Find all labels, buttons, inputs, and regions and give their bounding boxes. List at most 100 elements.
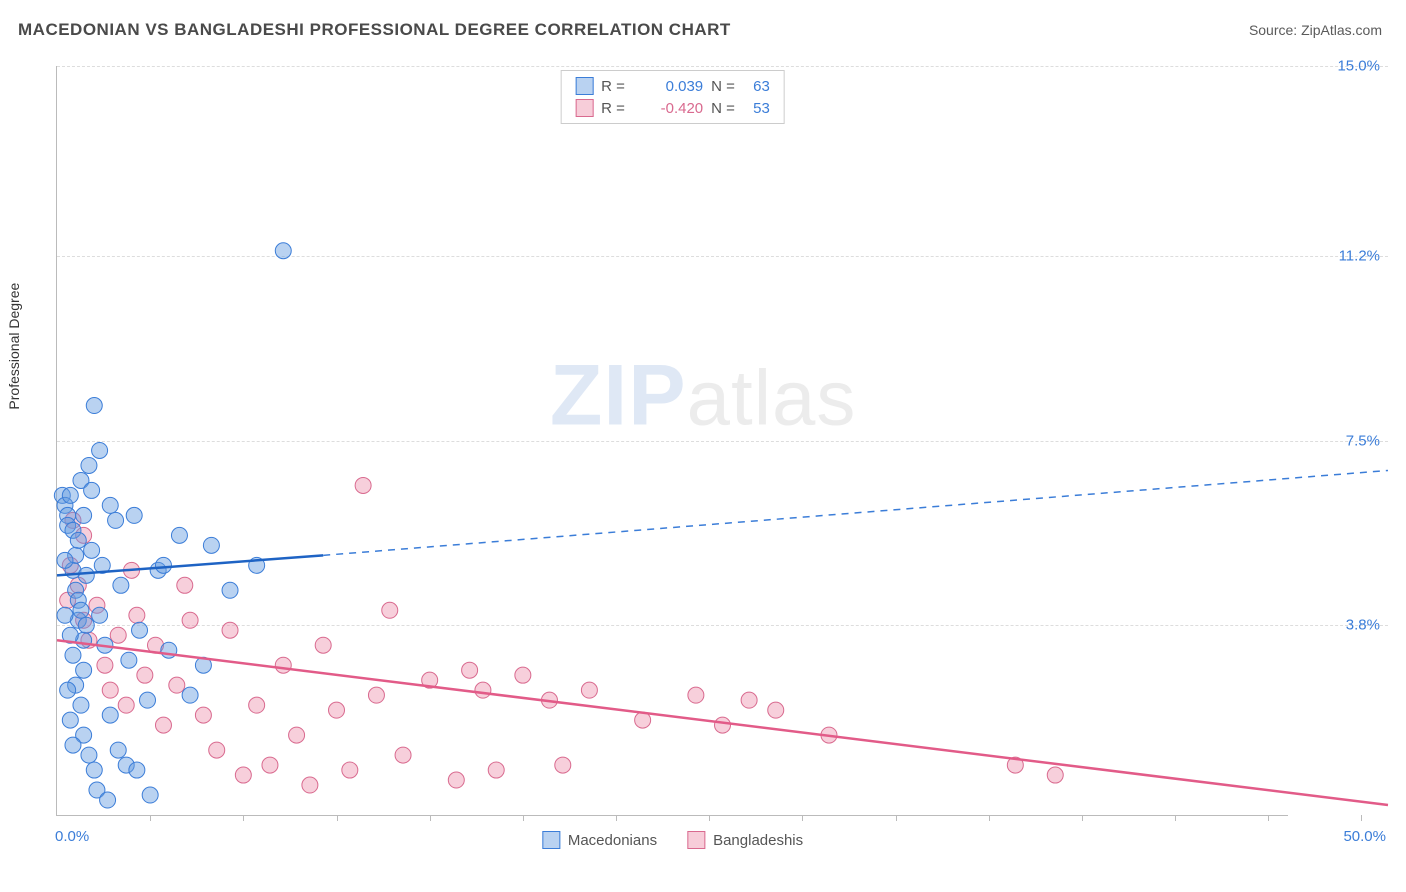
point-blue [102, 707, 118, 723]
x-tick [1361, 815, 1362, 821]
point-blue [100, 792, 116, 808]
point-pink [515, 667, 531, 683]
x-axis-max-label: 50.0% [1343, 828, 1386, 845]
point-blue [126, 507, 142, 523]
point-pink [209, 742, 225, 758]
chart-container: Professional Degree ZIPatlas 3.8%7.5%11.… [18, 56, 1388, 874]
point-blue [86, 398, 102, 414]
point-blue [57, 607, 73, 623]
y-tick-label: 11.2% [1339, 247, 1380, 264]
point-pink [368, 687, 384, 703]
point-pink [129, 607, 145, 623]
x-tick [243, 815, 244, 821]
chart-title: MACEDONIAN VS BANGLADESHI PROFESSIONAL D… [18, 20, 731, 40]
point-blue [275, 243, 291, 259]
point-pink [329, 702, 345, 718]
point-blue [222, 582, 238, 598]
point-pink [110, 627, 126, 643]
point-pink [275, 657, 291, 673]
legend-item-bangladeshis: Bangladeshis [687, 831, 803, 849]
point-pink [155, 717, 171, 733]
y-tick-label: 7.5% [1346, 432, 1380, 449]
x-tick [1175, 815, 1176, 821]
point-blue [65, 647, 81, 663]
point-pink [195, 707, 211, 723]
point-blue [92, 607, 108, 623]
point-blue [155, 557, 171, 573]
point-pink [182, 612, 198, 628]
x-tick [616, 815, 617, 821]
point-pink [102, 682, 118, 698]
point-pink [395, 747, 411, 763]
point-blue [140, 692, 156, 708]
point-blue [78, 617, 94, 633]
point-pink [222, 622, 238, 638]
point-blue [78, 567, 94, 583]
point-pink [488, 762, 504, 778]
point-blue [73, 602, 89, 618]
point-blue [70, 532, 86, 548]
point-pink [581, 682, 597, 698]
point-pink [118, 697, 134, 713]
point-blue [110, 742, 126, 758]
x-tick [989, 815, 990, 821]
x-tick [430, 815, 431, 821]
point-pink [355, 477, 371, 493]
x-tick [1082, 815, 1083, 821]
point-pink [249, 697, 265, 713]
point-pink [302, 777, 318, 793]
point-pink [169, 677, 185, 693]
swatch-pink-icon [687, 831, 705, 849]
x-tick [1268, 815, 1269, 821]
point-pink [448, 772, 464, 788]
x-tick [337, 815, 338, 821]
point-pink [315, 637, 331, 653]
point-pink [177, 577, 193, 593]
point-blue [132, 622, 148, 638]
x-tick [523, 815, 524, 821]
point-pink [137, 667, 153, 683]
point-blue [102, 497, 118, 513]
point-blue [142, 787, 158, 803]
legend-item-macedonians: Macedonians [542, 831, 657, 849]
point-pink [715, 717, 731, 733]
y-tick-label: 15.0% [1337, 58, 1380, 75]
point-blue [84, 542, 100, 558]
point-blue [203, 537, 219, 553]
series-legend: Macedonians Bangladeshis [542, 831, 803, 849]
y-tick-label: 3.8% [1346, 617, 1380, 634]
x-tick [802, 815, 803, 821]
point-blue [84, 482, 100, 498]
point-blue [60, 682, 76, 698]
plot-area: ZIPatlas 3.8%7.5%11.2%15.0% 0.0% 50.0% R… [56, 66, 1288, 816]
point-pink [1047, 767, 1063, 783]
point-pink [741, 692, 757, 708]
point-blue [92, 442, 108, 458]
point-pink [289, 727, 305, 743]
point-blue [73, 697, 89, 713]
source-attribution: Source: ZipAtlas.com [1249, 22, 1382, 38]
trend-blue-dash [323, 470, 1388, 555]
point-blue [171, 527, 187, 543]
point-blue [76, 662, 92, 678]
y-axis-label: Professional Degree [6, 283, 22, 410]
point-pink [342, 762, 358, 778]
point-pink [262, 757, 278, 773]
point-blue [65, 737, 81, 753]
point-blue [121, 652, 137, 668]
point-pink [97, 657, 113, 673]
point-blue [57, 552, 73, 568]
point-pink [768, 702, 784, 718]
x-axis-min-label: 0.0% [55, 828, 89, 845]
trend-pink [57, 640, 1388, 805]
point-blue [129, 762, 145, 778]
point-blue [62, 487, 78, 503]
point-pink [235, 767, 251, 783]
point-blue [113, 577, 129, 593]
point-blue [62, 712, 78, 728]
point-pink [475, 682, 491, 698]
point-blue [76, 507, 92, 523]
point-pink [382, 602, 398, 618]
x-tick [709, 815, 710, 821]
point-blue [81, 747, 97, 763]
